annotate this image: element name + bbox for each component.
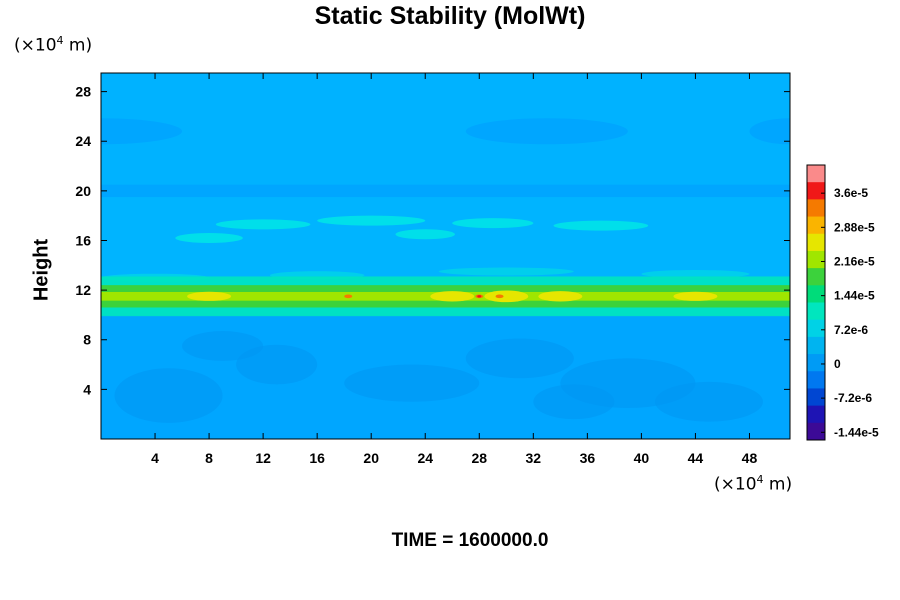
x-unit-exponent: 4 <box>756 473 764 486</box>
colorbar-swatch <box>807 182 825 200</box>
upper-streak <box>101 118 183 145</box>
x-tick-label: 32 <box>526 450 542 466</box>
x-axis-unit: (×104 m) <box>714 473 792 495</box>
lower-swirl <box>465 338 574 379</box>
colorbar-label: -1.44e-5 <box>834 425 879 439</box>
secondary-band-segment <box>452 218 534 229</box>
x-tick-label: 48 <box>742 450 758 466</box>
band-core-segment <box>538 291 583 302</box>
colorbar-label: 0 <box>834 357 841 371</box>
chart-title: Static Stability (MolWt) <box>314 2 586 30</box>
colorbar-swatch <box>807 371 825 389</box>
band-core-segment <box>430 291 475 302</box>
lower-swirl <box>236 344 318 385</box>
colorbar: 3.6e-5 2.88e-5 2.16e-5 1.44e-5 7.2e-6 0 -7.2e-… <box>806 164 879 441</box>
plot-frame <box>100 72 791 440</box>
time-label: TIME = 1600000.0 <box>391 530 549 551</box>
x-tick-label: 40 <box>634 450 650 466</box>
colorbar-label: 2.88e-5 <box>834 220 875 234</box>
lower-swirl <box>182 331 264 361</box>
y-tick-label: 16 <box>75 232 91 248</box>
x-tick-label: 12 <box>255 450 271 466</box>
colorbar-label: 7.2e-6 <box>834 323 868 337</box>
band-core-segment <box>187 291 232 301</box>
secondary-band-segment <box>215 219 311 230</box>
x-unit-suffix: m) <box>763 474 793 495</box>
band-peak <box>495 294 504 299</box>
colorbar-swatch <box>807 285 825 303</box>
colorbar-label: 3.6e-5 <box>834 186 868 200</box>
colorbar-swatch <box>807 199 825 218</box>
y-tick-label: 12 <box>75 282 91 298</box>
lower-swirl <box>114 368 223 423</box>
y-tick-label: 24 <box>75 133 91 149</box>
colorbar-swatch <box>807 250 825 269</box>
y-axis-unit: (×104 m) <box>14 34 92 56</box>
x-unit-prefix: (×10 <box>714 474 757 495</box>
colorbar-swatch <box>807 405 825 424</box>
band-peak <box>344 294 353 299</box>
colorbar-swatch <box>807 354 825 372</box>
secondary-band-segment <box>553 220 649 231</box>
lower-swirl <box>344 364 480 402</box>
band-core-segment <box>484 290 529 303</box>
upper-stable-layer <box>101 73 790 185</box>
colorbar-swatch <box>807 302 825 321</box>
x-tick-label: 24 <box>417 450 433 466</box>
colorbar-swatch <box>807 165 825 183</box>
lower-swirl <box>533 384 615 420</box>
colorbar-label: 2.16e-5 <box>834 254 875 268</box>
x-tick-label: 36 <box>580 450 596 466</box>
lower-swirl <box>654 381 763 422</box>
colorbar-swatch <box>807 422 825 441</box>
colorbar-swatch <box>807 233 825 252</box>
y-tick-label: 4 <box>83 381 91 397</box>
x-tick-label: 20 <box>363 450 379 466</box>
x-tick-label: 28 <box>471 450 487 466</box>
x-tick-label: 8 <box>205 450 213 466</box>
colorbar-label: -7.2e-6 <box>834 391 872 405</box>
x-tick-label: 4 <box>151 450 159 466</box>
colorbar-swatch <box>807 216 825 235</box>
colorbar-frame <box>806 164 826 441</box>
colorbar-swatch <box>807 388 825 407</box>
colorbar-label: 1.44e-5 <box>834 289 875 303</box>
secondary-band-segment <box>395 229 455 240</box>
band-core-segment <box>673 291 718 301</box>
colorbar-swatch <box>807 336 825 355</box>
y-tick-label: 28 <box>75 84 91 100</box>
upper-streak <box>749 118 790 145</box>
y-tick-label: 20 <box>75 183 91 199</box>
upper-streak <box>465 118 628 145</box>
x-tick-label: 44 <box>688 450 704 466</box>
y-unit-suffix: m) <box>63 35 93 56</box>
heatmap-field <box>101 73 790 439</box>
y-unit-prefix: (×10 <box>14 35 57 56</box>
secondary-band-segment <box>317 215 426 226</box>
secondary-band-segment <box>175 233 243 244</box>
band-wisp <box>438 267 574 276</box>
y-tick-label: 8 <box>83 332 91 348</box>
colorbar-swatch <box>807 268 825 286</box>
y-unit-exponent: 4 <box>56 34 64 47</box>
band-peak-max <box>477 295 482 298</box>
band-wisp <box>641 269 750 278</box>
x-tick-label: 16 <box>309 450 325 466</box>
colorbar-swatch <box>807 319 825 338</box>
